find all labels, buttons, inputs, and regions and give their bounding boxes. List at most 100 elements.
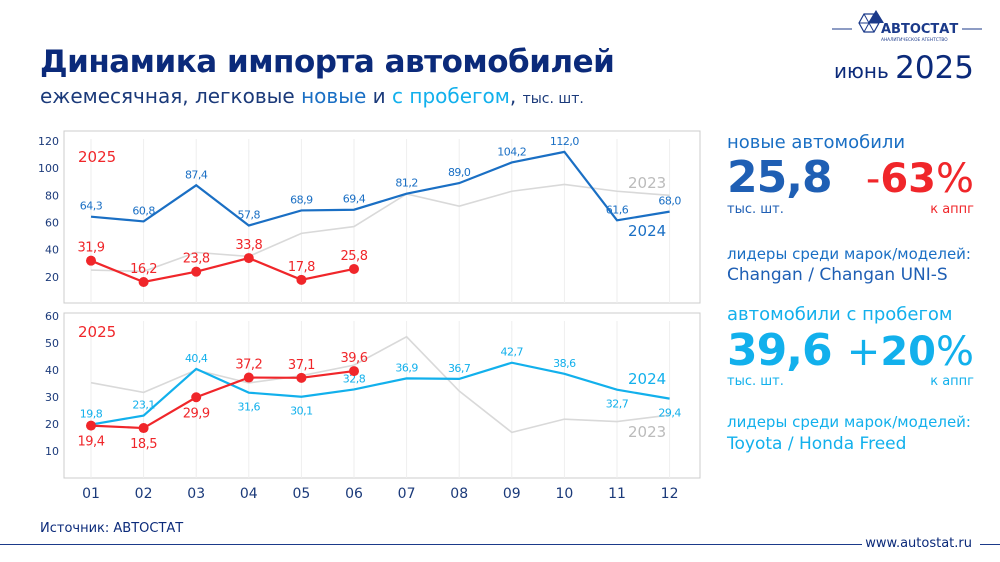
data-label-2024: 32,8 (343, 372, 366, 385)
data-label-2024: 64,3 (80, 200, 103, 213)
y-tick-label: 20 (45, 418, 59, 431)
footer-divider-right (980, 544, 1000, 545)
data-label-2024: 68,9 (290, 193, 313, 206)
data-label-2024: 32,7 (606, 398, 629, 411)
used-cars-value: 39,6 (727, 325, 833, 376)
data-label-2024: 36,9 (395, 361, 418, 374)
series-line-2025 (90, 369, 355, 430)
y-tick-label: 60 (45, 217, 59, 230)
x-tick-label: 03 (187, 486, 205, 502)
autostat-logo: АВТОСТАТ АНАЛИТИЧЕСКОЕ АГЕНТСТВО (832, 10, 982, 43)
data-label-2025: 25,8 (341, 249, 368, 264)
subtitle-used: с пробегом (392, 84, 510, 108)
data-label-2024: 23,1 (132, 399, 155, 412)
x-tick-label: 02 (135, 486, 153, 502)
data-label-2024: 60,8 (132, 204, 155, 217)
data-label-2025: 18,5 (130, 437, 157, 452)
y-tick-label: 60 (45, 310, 59, 323)
data-label-2025: 37,2 (235, 358, 262, 373)
data-label-2025: 23,8 (183, 252, 210, 267)
used-cars-change-label: к аппг (930, 374, 974, 389)
data-point-2025 (296, 274, 307, 285)
data-label-2024: 87,4 (185, 168, 208, 181)
x-tick-label: 04 (240, 486, 258, 502)
percent-sign: % (935, 329, 974, 375)
legend-2024: 2024 (628, 370, 666, 388)
data-label-2024: 57,8 (238, 208, 261, 221)
series-line-2023 (90, 183, 670, 273)
data-label-2025: 17,8 (288, 260, 315, 275)
data-point-2025 (86, 255, 96, 266)
data-point-2025 (86, 420, 96, 431)
website-link[interactable]: www.autostat.ru (865, 536, 972, 551)
used-cars-label: автомобили с пробегом (727, 304, 953, 325)
data-point-2025 (138, 276, 149, 287)
data-label-2025: 37,1 (288, 358, 315, 373)
used-cars-change: +20% (847, 329, 974, 375)
subtitle-text: ежемесячная, легковые (40, 84, 302, 108)
subtitle-and: и (366, 84, 393, 108)
series-line-2023 (90, 335, 670, 434)
subtitle-new: новые (301, 84, 367, 108)
y-tick-label: 120 (38, 135, 59, 148)
data-label-2025: 31,9 (78, 241, 105, 256)
y-tick-label: 50 (45, 337, 59, 350)
data-label-2024: 81,2 (395, 177, 418, 190)
used-cars-unit: тыс. шт. (727, 374, 784, 389)
data-label-2024: 42,7 (501, 346, 524, 359)
new-cars-label: новые автомобили (727, 132, 906, 153)
plot-frame (63, 130, 701, 304)
page-subtitle: ежемесячная, легковые новые и с пробегом… (40, 84, 584, 108)
data-point-2025 (138, 423, 149, 434)
data-label-2025: 33,8 (235, 238, 262, 253)
data-point-2025 (243, 372, 254, 383)
change-sign: + (846, 329, 881, 375)
data-label-2024: 31,6 (238, 401, 261, 414)
x-tick-label: 09 (503, 486, 521, 502)
new-cars-change-label: к аппг (930, 202, 974, 217)
change-value: 63 (880, 156, 936, 202)
y-tick-label: 40 (45, 244, 59, 257)
series-line-2024 (90, 150, 670, 227)
period-month: июнь (834, 59, 896, 83)
legend-2023: 2023 (628, 174, 666, 192)
x-tick-label: 07 (398, 486, 416, 502)
data-label-2024: 68,0 (658, 195, 681, 208)
y-tick-label: 20 (45, 271, 59, 284)
data-label-2024: 89,0 (448, 166, 471, 179)
x-tick-label: 11 (608, 486, 626, 502)
period-year: 2025 (895, 50, 974, 86)
data-label-2024: 112,0 (550, 135, 579, 148)
y-tick-label: 80 (45, 189, 59, 202)
svg-text:АВТОСТАТ: АВТОСТАТ (881, 22, 958, 37)
data-label-2025: 16,2 (130, 262, 157, 277)
new-leaders-label: лидеры среди марок/моделей: (727, 245, 971, 263)
source-note: Источник: АВТОСТАТ (40, 521, 184, 536)
data-label-2024: 36,7 (448, 362, 471, 375)
data-point-2025 (191, 392, 202, 403)
data-label-2025: 19,4 (78, 435, 105, 450)
x-tick-label: 10 (555, 486, 573, 502)
legend-2023: 2023 (628, 423, 666, 441)
data-label-2024: 69,4 (343, 193, 366, 206)
data-point-2025 (349, 366, 359, 377)
plot-frame (63, 312, 701, 479)
x-tick-label: 05 (292, 486, 310, 502)
data-label-2024: 104,2 (497, 145, 526, 158)
data-label-2024: 30,1 (290, 405, 313, 418)
svg-text:АНАЛИТИЧЕСКОЕ АГЕНТСТВО: АНАЛИТИЧЕСКОЕ АГЕНТСТВО (881, 37, 948, 43)
legend-2025: 2025 (78, 323, 116, 341)
data-label-2024: 29,4 (658, 407, 681, 420)
x-tick-label: 06 (345, 486, 363, 502)
used-leaders: Toyota / Honda Freed (727, 434, 907, 454)
new-leaders: Changan / Changan UNI-S (727, 265, 948, 285)
legend-2025: 2025 (78, 148, 116, 166)
new-cars-value: 25,8 (727, 152, 833, 203)
footer-divider (0, 544, 862, 545)
data-label-2024: 38,6 (553, 357, 576, 370)
data-label-2024: 40,4 (185, 352, 208, 365)
new-cars-unit: тыс. шт. (727, 202, 784, 217)
y-tick-label: 40 (45, 364, 59, 377)
data-label-2024: 61,6 (606, 203, 629, 216)
